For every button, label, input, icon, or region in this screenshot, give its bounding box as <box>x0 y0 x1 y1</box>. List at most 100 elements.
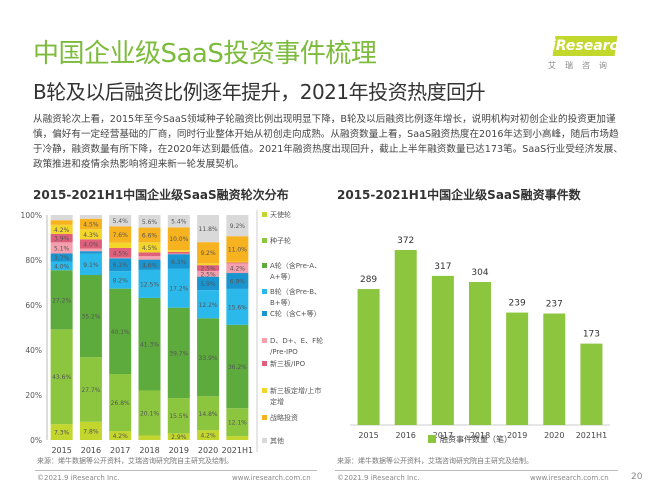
data-label: 239 <box>509 299 526 309</box>
x-tick-label: 2017 <box>433 431 453 440</box>
bar-segment <box>197 318 220 397</box>
data-label: 6.1% <box>113 262 129 269</box>
x-tick-label: 2018 <box>139 446 159 455</box>
bar-segment <box>197 396 220 431</box>
bar <box>357 289 380 425</box>
bar-segment <box>109 271 132 289</box>
bar-segment <box>109 257 132 259</box>
bar-segment <box>226 436 249 440</box>
x-tick-label: 2019 <box>507 431 527 440</box>
data-label: 43.6% <box>52 374 71 381</box>
x-tick-label: 2018 <box>470 431 490 440</box>
data-label: 11.8% <box>199 226 218 233</box>
bar-segment <box>50 261 73 271</box>
legend-swatch <box>262 438 267 443</box>
x-tick-label: 2021H1 <box>222 446 253 455</box>
left-source: 来源：烯牛数据等公开资料，艾瑞咨询研究院自主研究及绘制。 <box>37 457 233 465</box>
data-label: 7.6% <box>113 232 129 239</box>
bar-segment <box>109 374 132 432</box>
legend-label: 天使轮 <box>270 210 291 219</box>
bar-segment <box>50 233 73 243</box>
legend-label: /Pre-IPO <box>270 348 298 356</box>
bar-segment <box>79 229 102 240</box>
bar-segment <box>50 224 73 234</box>
data-label: 12.5% <box>140 281 159 288</box>
legend-label: 融资事件数量（笔） <box>440 434 512 444</box>
bar-segment <box>167 307 190 399</box>
logo-cn: 艾瑞咨询 <box>548 61 616 70</box>
bar-segment <box>167 254 190 269</box>
data-label: 8.2% <box>113 277 129 284</box>
bar-segment <box>167 251 190 254</box>
data-label: 5.6% <box>142 219 158 226</box>
bar-segment <box>109 288 132 375</box>
data-label: 2.9% <box>171 434 187 441</box>
data-label: 27.7% <box>81 387 100 394</box>
data-label: 7.8% <box>83 428 99 435</box>
data-label: 15.5% <box>169 413 188 420</box>
data-label: 10.0% <box>169 236 188 243</box>
data-label: 237 <box>546 300 563 310</box>
data-label: 4.3% <box>83 232 99 239</box>
page-subtitle: B轮及以后融资比例逐年提升，2021年投资热度回升 <box>33 80 486 104</box>
bar-segment <box>79 218 102 230</box>
legend-label: 种子轮 <box>270 236 291 245</box>
data-label: 11.0% <box>228 246 247 253</box>
data-label: 41.3% <box>140 342 159 349</box>
bar <box>580 343 603 425</box>
bar-segment <box>138 215 161 228</box>
bar-segment <box>138 252 161 257</box>
logo-text: iResearch <box>551 38 628 54</box>
bar <box>543 313 566 425</box>
bar <box>431 275 454 425</box>
legend-swatch <box>428 435 436 443</box>
bar-segment <box>226 273 249 289</box>
bar-segment <box>138 242 161 253</box>
data-label: 35.2% <box>81 314 100 321</box>
data-label: 304 <box>471 268 488 278</box>
bar-segment <box>50 270 73 330</box>
bar-segment <box>138 256 161 260</box>
bar-segment <box>109 226 132 243</box>
data-label: 26.8% <box>111 400 130 407</box>
bar-segment <box>226 236 249 262</box>
x-tick-label: 2016 <box>396 431 416 440</box>
legend-label: D、D+、E、F轮 <box>270 336 323 345</box>
bar-segment <box>197 242 220 264</box>
footer-copyright-right: ©2021.9 iResearch Inc. <box>337 474 420 482</box>
data-label: 33.9% <box>199 355 218 362</box>
bar-segment <box>197 270 220 277</box>
data-label: 14.8% <box>199 411 218 418</box>
legend-swatch <box>262 388 267 393</box>
data-label: 40.1% <box>111 329 130 336</box>
data-label: 6.3% <box>171 259 187 266</box>
data-label: 4.2% <box>230 266 246 273</box>
legend-label: A+等） <box>270 272 295 281</box>
data-label: 9.1% <box>83 262 99 269</box>
legend-label: B+等） <box>270 298 295 307</box>
data-label: 4.2% <box>54 227 70 234</box>
bar-segment <box>109 242 132 248</box>
legend-label: A轮（含Pre-A、 <box>270 261 321 270</box>
bar-segment <box>109 258 132 272</box>
bar-segment <box>50 242 73 254</box>
legend-label: 战略投资 <box>270 413 298 422</box>
bar-segment <box>197 215 220 243</box>
bar-segment <box>167 227 190 251</box>
bar <box>394 250 417 425</box>
data-label: 4.5% <box>142 245 158 252</box>
iresearch-logo: iResearch 艾瑞咨询 <box>548 36 628 76</box>
footer-website-right: www.iresearch.com.cn <box>530 474 609 482</box>
right-chart-title: 2015-2021H1中国企业级SaaS融资事件数 <box>337 188 581 202</box>
summary-paragraph: 从融资轮次上看，2015年至今SaaS领域种子轮融资比例出现明显下降，B轮及以后… <box>33 114 623 170</box>
bar-segment <box>50 329 73 425</box>
legend-label: B轮（含Pre-B、 <box>270 287 321 296</box>
bar-segment <box>167 268 190 308</box>
data-label: 289 <box>360 275 377 285</box>
data-label: 9.2% <box>200 250 216 257</box>
y-tick-label: 80% <box>25 256 42 265</box>
bar-segment <box>79 357 102 422</box>
data-label: 372 <box>397 236 414 246</box>
data-label: 317 <box>434 262 451 272</box>
bar-segment <box>226 408 249 437</box>
